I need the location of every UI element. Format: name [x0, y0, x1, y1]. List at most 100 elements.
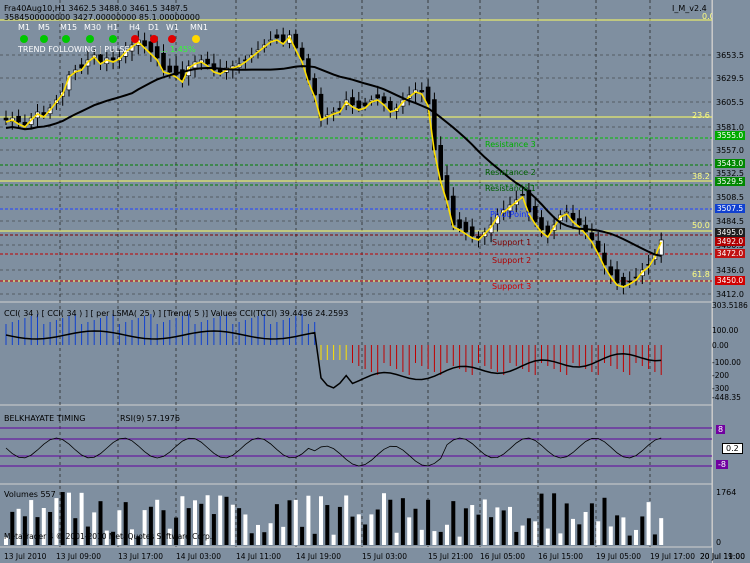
- volume-bar: [552, 493, 557, 545]
- trend-value: ... 1.45%: [160, 45, 196, 54]
- candle-body: [299, 47, 305, 61]
- cci-axis-label: -200: [712, 371, 730, 380]
- support-3-label: Support 3: [492, 282, 532, 291]
- volume-axis-top: 1764: [716, 488, 737, 497]
- time-axis-label: 13 Jul 2010: [4, 552, 47, 561]
- volume-bar: [111, 531, 116, 545]
- support-1-label: Support 1: [492, 238, 532, 247]
- candle-body: [3, 117, 9, 121]
- candle-body: [274, 34, 280, 39]
- volume-bar: [325, 505, 330, 545]
- fib-label: 38.2: [692, 172, 710, 181]
- candle-body: [173, 65, 179, 76]
- volume-bar: [4, 537, 8, 545]
- timeframe-status-dot: [40, 35, 48, 43]
- time-axis-label: 15 Jul 03:00: [362, 552, 407, 561]
- volume-bar: [67, 492, 71, 545]
- candle-body: [520, 194, 525, 196]
- candle-body: [469, 226, 475, 237]
- rsi-subtitle: RSI(9) 57.1976: [120, 414, 180, 423]
- candle-body: [532, 206, 538, 223]
- volume-bar: [457, 536, 462, 545]
- volume-bar: [470, 505, 475, 545]
- timeframe-status-dot: [109, 35, 117, 43]
- rsi-line: [5, 437, 662, 467]
- time-axis-label: 13 Jul 17:00: [118, 552, 163, 561]
- volume-bar: [426, 499, 431, 545]
- volume-bar: [388, 499, 393, 545]
- price-axis-label: 3653.5: [716, 51, 744, 60]
- volume-bar: [577, 524, 582, 545]
- volume-bar: [230, 504, 235, 545]
- volume-bar: [615, 515, 620, 545]
- price-tag: 3529.5: [715, 177, 745, 186]
- volume-bar: [142, 510, 147, 545]
- price-tag: 3492.0: [715, 237, 745, 246]
- volume-title: Volumes 557: [4, 490, 56, 499]
- volume-bar: [243, 514, 248, 545]
- fib-label: 50.0: [692, 221, 710, 230]
- trend-label: TREND FOLLOWING | PULSE: [18, 45, 130, 54]
- volume-bar: [539, 493, 544, 545]
- volume-bar: [35, 517, 40, 545]
- volume-bar: [432, 531, 437, 545]
- volume-bar: [419, 529, 424, 545]
- cci-axis-label: 100.00: [712, 326, 739, 335]
- timeframe-label: D1: [148, 23, 160, 32]
- volume-bar: [92, 512, 97, 545]
- support-2-label: Support 2: [492, 256, 532, 265]
- rsi-axis-high: 8: [716, 425, 726, 434]
- timeframe-status-dot: [150, 35, 158, 43]
- volume-bar: [130, 529, 134, 545]
- candle-body: [268, 39, 273, 42]
- volume-bar: [10, 511, 15, 545]
- volume-bar: [287, 500, 292, 545]
- cci-axis-label: 303.5186: [712, 301, 748, 310]
- volume-bar: [306, 495, 311, 545]
- candle-body: [570, 212, 576, 221]
- volume-bar: [589, 503, 594, 545]
- candle-body: [375, 94, 381, 99]
- fast-moving-average: [5, 35, 662, 288]
- candle-body: [293, 33, 299, 49]
- timeframe-label: M1: [18, 23, 30, 32]
- cci-line: [5, 330, 662, 389]
- price-axis-label: 3581.0: [716, 123, 744, 132]
- volume-bar: [526, 518, 531, 545]
- volume-bar: [167, 528, 172, 545]
- candle-body: [608, 266, 614, 276]
- volume-bar: [199, 503, 204, 545]
- volume-bar: [186, 508, 191, 545]
- volume-bar: [22, 516, 27, 545]
- volume-bar: [73, 518, 78, 545]
- candle-body: [350, 97, 355, 106]
- volume-bar: [155, 499, 160, 545]
- candle-body: [425, 86, 431, 105]
- price-axis-label: 3605.5: [716, 98, 744, 107]
- volume-bar: [237, 508, 242, 545]
- candle-body: [331, 111, 336, 114]
- volume-bar: [180, 496, 185, 545]
- volume-bar: [356, 514, 361, 545]
- volume-bar: [136, 536, 141, 545]
- candle-body: [167, 65, 173, 73]
- resistance-2-label: Resistance 2: [485, 168, 536, 177]
- fib-label: 61.8: [692, 270, 710, 279]
- timeframe-status-dot: [86, 35, 94, 43]
- fib-label: 23.6: [692, 111, 710, 120]
- timeframe-label: H4: [129, 23, 141, 32]
- time-axis-label: 16 Jul 05:00: [480, 552, 525, 561]
- time-axis-label: 15 Jul 21:00: [428, 552, 473, 561]
- volume-bar: [652, 534, 657, 545]
- price-axis-label: 3557.0: [716, 146, 744, 155]
- candle-body: [110, 57, 116, 61]
- volume-bar: [123, 502, 128, 545]
- price-tag: 3450.0: [715, 276, 745, 285]
- volume-bar: [571, 518, 575, 545]
- candle-body: [602, 252, 607, 266]
- volume-bar: [602, 497, 607, 545]
- volume-bar: [249, 533, 254, 545]
- pivot-label: PivotPoint: [490, 210, 530, 219]
- candle-body: [463, 221, 469, 233]
